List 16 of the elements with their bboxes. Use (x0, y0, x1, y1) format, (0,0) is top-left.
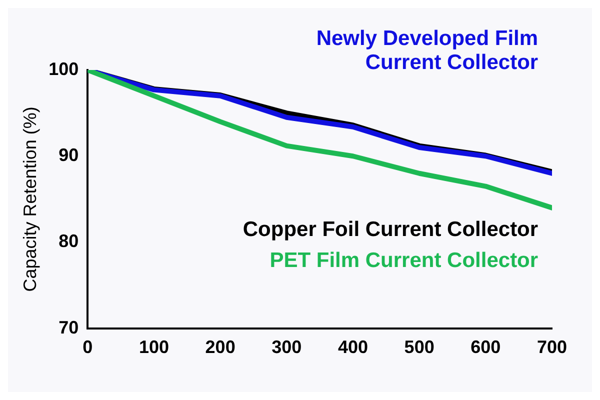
x-tick-label: 700 (536, 337, 568, 358)
x-tick-label: 100 (138, 337, 169, 358)
x-tick-label: 200 (205, 337, 236, 358)
text: Copper Foil Current Collector (242, 218, 538, 242)
y-tick-label: 70 (58, 317, 79, 338)
x-tick-label: 500 (404, 337, 434, 358)
y-tick-label: 90 (58, 145, 79, 166)
x-tick-label: 600 (470, 337, 501, 358)
y-tick-label: 100 (48, 58, 79, 79)
x-tick-label: 0 (82, 337, 93, 358)
y-axis-title: Capacity Retention (%) (20, 106, 40, 292)
x-tick-label: 300 (272, 337, 302, 358)
text: Newly Developed Film Current Collector (316, 26, 538, 74)
x-tick-label: 400 (338, 337, 368, 358)
y-tick-label: 80 (58, 231, 79, 252)
text: PET Film Current Collector (270, 249, 538, 272)
